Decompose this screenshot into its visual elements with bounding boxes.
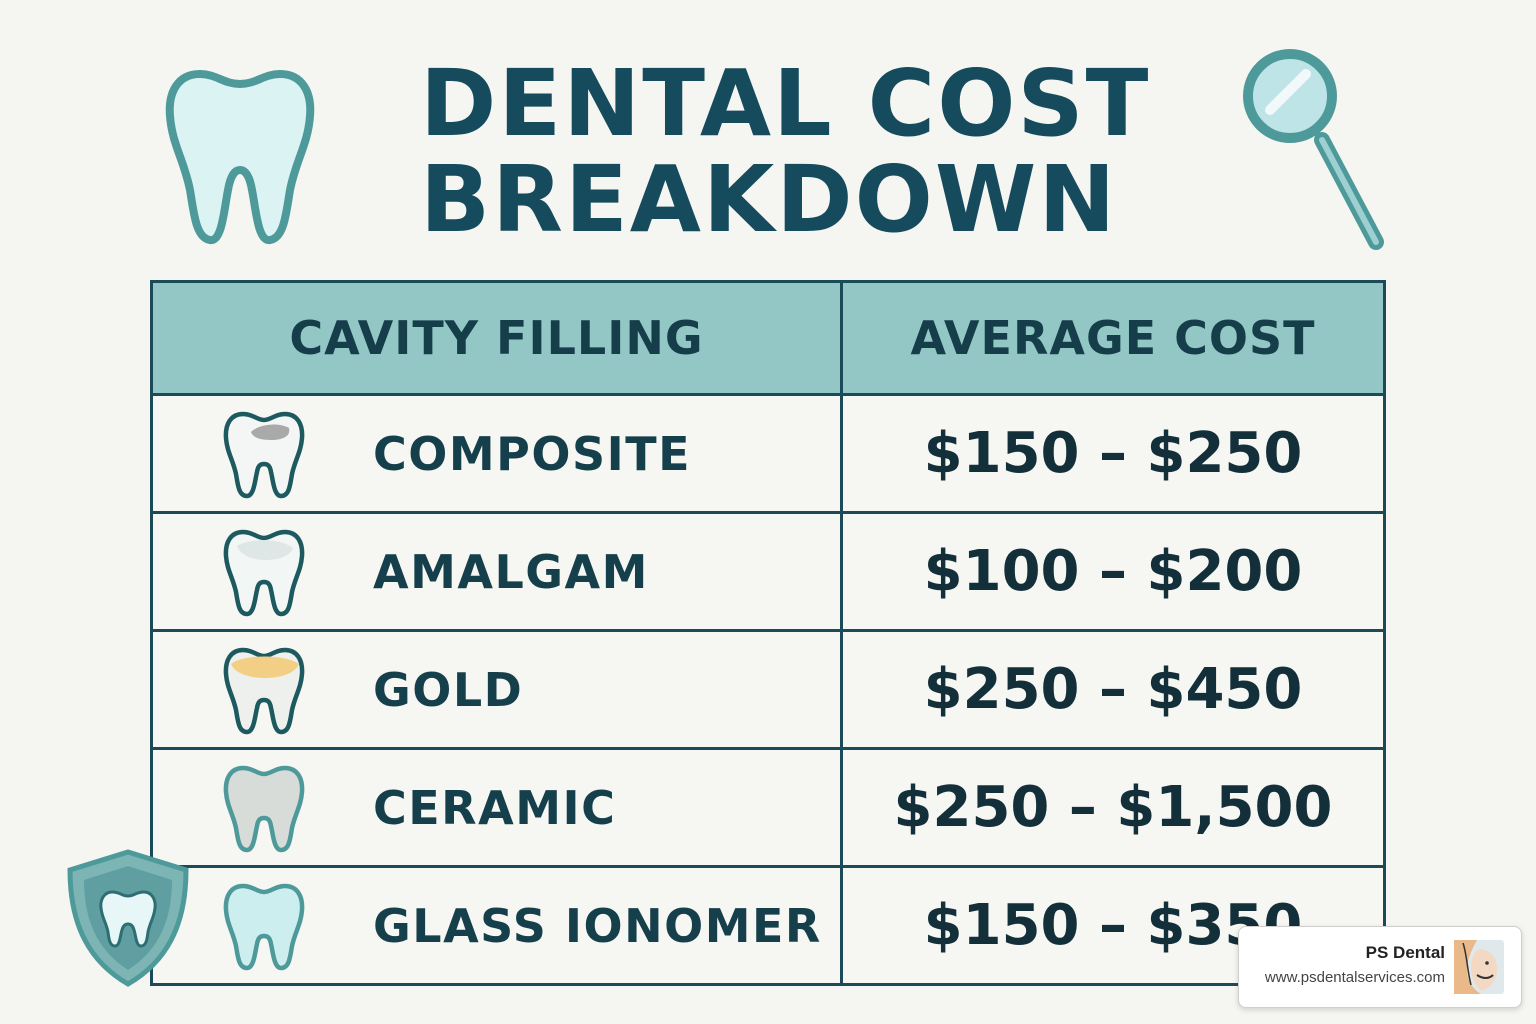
page-title: DENTAL COST BREAKDOWN [420,56,1180,248]
cost-value: $250 – $1,500 [893,775,1333,840]
filling-label: COMPOSITE [373,426,692,481]
filling-label: GOLD [373,662,524,717]
table-row: GOLD $250 – $450 [153,632,1383,750]
tooth-glass-ionomer-icon [223,883,305,970]
filling-label: AMALGAM [373,544,649,599]
shield-tooth-icon [67,849,189,987]
filling-label: GLASS IONOMER [373,898,822,953]
tooth-gold-icon [223,647,305,734]
title-line-1: DENTAL COST [420,50,1151,157]
table-row: GLASS IONOMER $150 – $350 [153,868,1383,983]
brand-name: PS Dental [1365,943,1445,962]
filling-cell: GOLD [153,632,843,747]
brand-badge[interactable]: PS Dental www.psdentalservices.com [1238,926,1522,1008]
filling-label: CERAMIC [373,780,617,835]
table-row: COMPOSITE $150 – $250 [153,396,1383,514]
tooth-ceramic-icon [223,765,305,852]
filling-cell: AMALGAM [153,514,843,629]
cost-value: $250 – $450 [923,657,1303,722]
filling-cell: GLASS IONOMER [153,868,843,983]
brand-url[interactable]: www.psdentalservices.com [1264,969,1445,986]
dental-mirror-icon [1243,49,1384,250]
ps-dental-logo-icon [1454,940,1504,994]
table-header: CAVITY FILLING AVERAGE COST [153,283,1383,396]
tooth-composite-icon [223,411,305,498]
filling-cell: CERAMIC [153,750,843,865]
tooth-amalgam-icon [223,529,305,616]
table-row: AMALGAM $100 – $200 [153,514,1383,632]
cost-value: $150 – $250 [923,421,1303,486]
header-cavity-filling: CAVITY FILLING [153,283,843,393]
cost-value: $100 – $200 [923,539,1303,604]
header-average-cost: AVERAGE COST [910,311,1316,365]
tooth-icon [165,70,315,244]
filling-cell: COMPOSITE [153,396,843,511]
cost-table: CAVITY FILLING AVERAGE COST COMPOSITE $1… [150,280,1386,986]
table-row: CERAMIC $250 – $1,500 [153,750,1383,868]
title-line-2: BREAKDOWN [420,146,1118,253]
